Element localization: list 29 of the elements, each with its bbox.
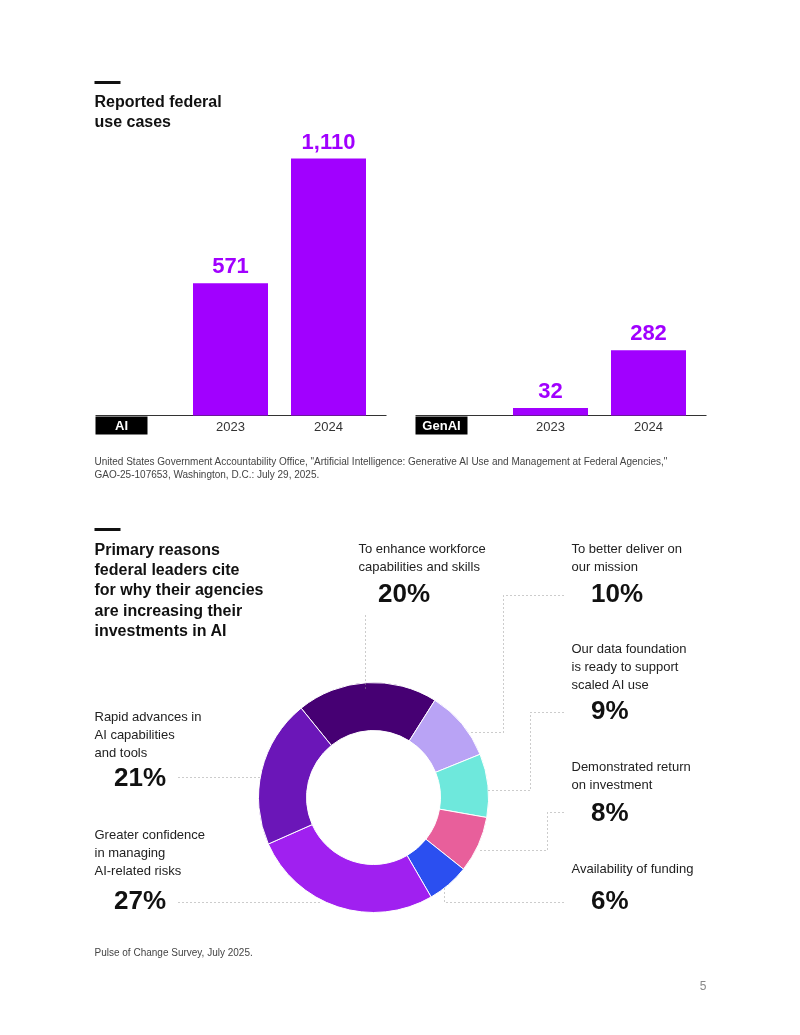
slice-label: Our data foundation is ready to support scaled AI use — [571, 640, 687, 692]
data-label: 571 — [212, 253, 249, 279]
x-axis-title: GenAI — [422, 418, 461, 433]
text: Pulse of Change Survey, July 2025. — [94, 946, 253, 958]
slice-label: To better deliver on our mission — [571, 540, 683, 574]
data-label: 8% — [591, 796, 629, 828]
text: Primary reasons federal leaders cite for why their agencies are increasing their investments in AI — [94, 540, 264, 640]
slice-label: To enhance workforce capabilities and skills — [358, 540, 486, 574]
chart-title: Reported federal use cases — [94, 92, 222, 130]
data-label: 27% — [114, 884, 167, 916]
x-tick-label: 2024 — [634, 418, 663, 434]
x-tick-label: 2023 — [216, 418, 245, 434]
text: United States Government Accountability Office, "Artificial Intelligence: Generative AI Use and Management at Federal Agencies," GAO-25-107653, Washington, D.C.: July 29, 2025. — [94, 455, 668, 480]
data-label: 32 — [538, 378, 563, 404]
data-label: 21% — [114, 761, 167, 793]
text: 5 — [699, 978, 707, 993]
data-label: 10% — [591, 577, 644, 609]
data-label: 9% — [591, 694, 629, 726]
data-label: 1,110 — [301, 128, 356, 154]
data-label: 282 — [630, 320, 667, 346]
slice-label: Rapid advances in AI capabilities and tools — [94, 708, 202, 760]
data-label: 6% — [591, 884, 629, 916]
x-tick-label: 2024 — [314, 418, 343, 434]
x-axis-title: AI — [115, 418, 128, 433]
slice-label: Greater confidence in managing AI-related risks — [94, 826, 206, 878]
slice-label: Demonstrated return on investment — [571, 758, 691, 792]
data-label: 20% — [378, 577, 431, 609]
slice-label: Availability of funding — [571, 860, 694, 876]
x-tick-label: 2023 — [536, 418, 565, 434]
